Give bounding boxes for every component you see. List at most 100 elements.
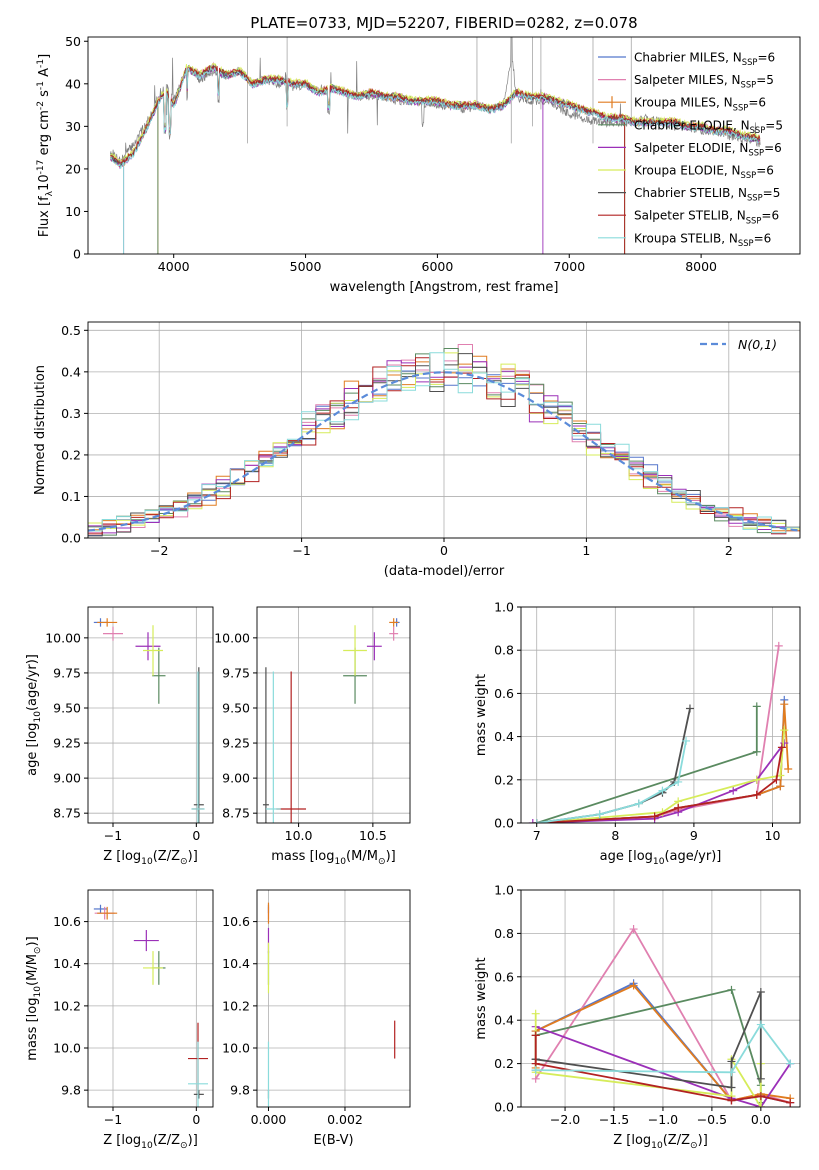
figure-title: PLATE=0733, MJD=52207, FIBERID=0282, z=0… — [250, 14, 637, 32]
x-tick-label: 0.002 — [327, 1112, 363, 1127]
axes-frame — [520, 889, 801, 1108]
legend-label-5: Kroupa ELODIE, NSSP=6 — [634, 164, 774, 181]
text-span: mass weight — [474, 957, 489, 1039]
x-tick-label: 0 — [192, 828, 200, 843]
text-span: Chabrier ELODIE, N — [634, 118, 750, 132]
text-span: age [log — [25, 723, 40, 776]
text-span: Flux [f — [37, 196, 52, 237]
text-span: =6 — [754, 231, 772, 245]
y-tick-label: 9.50 — [53, 700, 81, 715]
y-tick-label: 10 — [65, 204, 81, 219]
weight-marker-8 — [595, 810, 604, 819]
text-span: SSP — [750, 125, 766, 135]
axes-frame — [256, 889, 411, 1108]
legend-label-0: Chabrier MILES, NSSP=6 — [634, 51, 775, 68]
weight-marker-6 — [727, 1057, 736, 1066]
x-tick-label: −1.0 — [648, 1112, 678, 1127]
text-span: Kroupa ELODIE, N — [634, 164, 741, 178]
text-span: Z [log — [613, 1133, 651, 1148]
text-span: =6 — [764, 141, 782, 155]
text-span: wavelength [Angstrom, rest frame] — [330, 280, 559, 295]
legend-label-1: Salpeter MILES, NSSP=5 — [634, 73, 774, 90]
y-tick-label: 0.6 — [494, 969, 514, 984]
weight-marker-2 — [629, 981, 638, 990]
y-tick-label: 9.50 — [222, 700, 250, 715]
text-span: SSP — [741, 80, 757, 90]
text-span: =5 — [765, 118, 783, 132]
weight-marker-8 — [531, 1066, 540, 1075]
weight-marker-8 — [674, 777, 683, 786]
x-tick-label: −1 — [104, 828, 122, 843]
x-tick-label: −1 — [292, 543, 310, 558]
text-span: =6 — [761, 209, 779, 223]
weight-marker-5 — [756, 1103, 765, 1107]
weight-marker-3 — [752, 702, 761, 711]
x-tick-label: 8000 — [685, 259, 717, 274]
y-tick-label: 10.6 — [222, 914, 250, 929]
spectrum-axes: 4000 5000 6000 7000 8000 0 10 20 30 40 50 wavelengt… — [36, 34, 801, 295]
weight-marker-7 — [650, 812, 659, 821]
y-axis-label: mass weight — [474, 674, 489, 756]
legend-label-6: Chabrier STELIB, NSSP=5 — [634, 186, 780, 203]
x-tick-label: 9 — [690, 828, 698, 843]
axes-frame — [87, 889, 214, 1108]
text-span: age [log — [600, 849, 653, 864]
text-span: 10 — [141, 857, 153, 867]
weight-marker-8 — [756, 1020, 765, 1029]
weight-line-4 — [532, 742, 786, 823]
text-span: 10 — [651, 1141, 663, 1151]
text-span: erg cm — [37, 110, 52, 159]
y-tick-label: 9.00 — [222, 771, 250, 786]
text-span: A — [37, 68, 52, 81]
y-tick-label: 9.8 — [61, 1083, 81, 1098]
text-span: SSP — [733, 102, 749, 112]
y-tick-label: 0 — [73, 247, 81, 262]
text-span: Chabrier MILES, N — [634, 51, 742, 65]
y-axis-label: Flux [fλ10-17 erg cm-2 s-1 A-1] — [36, 54, 55, 237]
y-tick-label: 8.75 — [222, 806, 250, 821]
weight-marker-8 — [727, 1068, 736, 1077]
text-span: Z [log — [103, 1133, 141, 1148]
y-tick-label: 0.0 — [61, 531, 81, 546]
normal-reference-curve — [88, 371, 800, 532]
x-axis-label: mass [log10(M/M⊙)] — [271, 849, 395, 867]
y-tick-label: 0.0 — [494, 1100, 514, 1115]
y-tick-label: 10.2 — [222, 998, 250, 1013]
legend-label-4: Salpeter ELODIE, NSSP=6 — [634, 141, 782, 158]
y-tick-label: 9.25 — [222, 736, 250, 751]
model-line-8 — [110, 66, 760, 169]
text-span: mass [log — [25, 998, 40, 1061]
x-tick-label: 6000 — [422, 259, 454, 274]
text-span: =5 — [763, 186, 781, 200]
legend-label-3: Chabrier ELODIE, NSSP=5 — [634, 118, 783, 135]
axes-frame — [87, 606, 214, 824]
age_vs_Z-plot-area — [93, 618, 205, 823]
text-span: 10 — [33, 986, 43, 998]
y-tick-label: 0.4 — [61, 364, 81, 379]
y-axis-label: Normed distribution — [33, 365, 48, 495]
weight-marker-8 — [532, 819, 541, 823]
text-span: Salpeter MILES, N — [634, 73, 741, 87]
y-tick-label: 9.00 — [53, 771, 81, 786]
y-tick-label: 9.8 — [230, 1083, 250, 1098]
y-tick-label: 9.75 — [222, 665, 250, 680]
weight-line-8 — [535, 1022, 791, 1074]
weight-marker-8 — [658, 786, 667, 795]
text-span: =6 — [748, 96, 766, 110]
text-span: Chabrier STELIB, N — [634, 186, 747, 200]
weight-marker-7 — [756, 1092, 765, 1101]
x-axis-label: (data-model)/error — [384, 564, 505, 579]
text-span: -17 — [36, 159, 46, 174]
text-span: 10 — [141, 1141, 153, 1151]
text-span: )] — [25, 936, 40, 946]
x-tick-label: −1 — [104, 1112, 122, 1127]
mass_vs_ebv-axes: 0.000 0.002 9.8 10.0 10.2 10.4 10.6 E(B-V) — [222, 889, 411, 1148]
text-span: 10 — [37, 174, 52, 191]
age_vs_mass-axes: 10.0 10.5 8.75 9.00 9.25 9.50 9.75 10.00 mass [l… — [214, 606, 411, 867]
text-span: Kroupa MILES, N — [634, 96, 733, 110]
weight-line-5 — [536, 730, 786, 823]
text-span: (M/M — [25, 954, 40, 986]
y-tick-label: 9.25 — [53, 736, 81, 751]
